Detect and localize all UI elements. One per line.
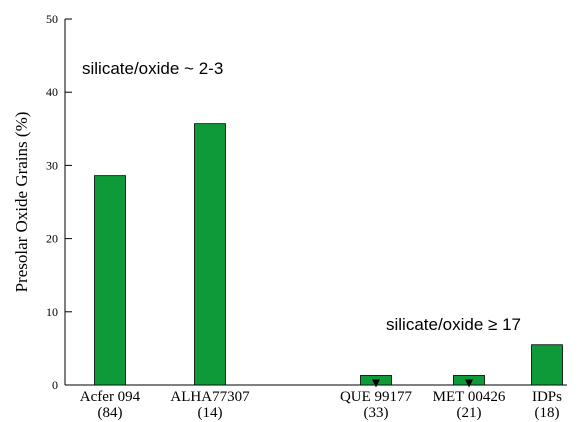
- category-count-label: (84): [98, 405, 123, 421]
- upper-limit-markers: [372, 379, 473, 388]
- category-count-label: (21): [457, 405, 482, 421]
- category-name-label: ALHA77307: [170, 389, 250, 405]
- upper-limit-marker: [465, 379, 473, 388]
- annotation-silicate-oxide-low: silicate/oxide ~ 2-3: [82, 59, 223, 78]
- y-tick-label: 40: [46, 85, 58, 99]
- category-name-label: IDPs: [532, 389, 562, 405]
- bar: [94, 175, 126, 386]
- y-tick-label: 10: [46, 305, 58, 319]
- y-tick-label: 0: [52, 378, 58, 392]
- y-axis-label: Presolar Oxide Grains (%): [12, 112, 31, 293]
- y-ticks: 0 10 20 30 40 50: [46, 12, 72, 392]
- category-name-label: MET 00426: [433, 389, 506, 405]
- category-count-label: (14): [198, 405, 223, 421]
- bar: [531, 344, 563, 386]
- category-count-label: (33): [364, 405, 389, 421]
- y-tick-label: 30: [46, 158, 58, 172]
- bar: [194, 123, 226, 386]
- y-tick-label: 50: [46, 12, 58, 26]
- category-labels: Acfer 094(84) ALHA77307(14) QUE 99177(33) M…: [80, 389, 562, 421]
- y-tick-label: 20: [46, 232, 58, 246]
- category-name-label: QUE 99177: [340, 389, 413, 405]
- annotation-silicate-oxide-high: silicate/oxide ≥ 17: [386, 315, 521, 334]
- upper-limit-marker: [372, 379, 380, 388]
- bars: [94, 123, 563, 386]
- category-name-label: Acfer 094: [80, 389, 141, 405]
- category-count-label: (18): [535, 405, 560, 421]
